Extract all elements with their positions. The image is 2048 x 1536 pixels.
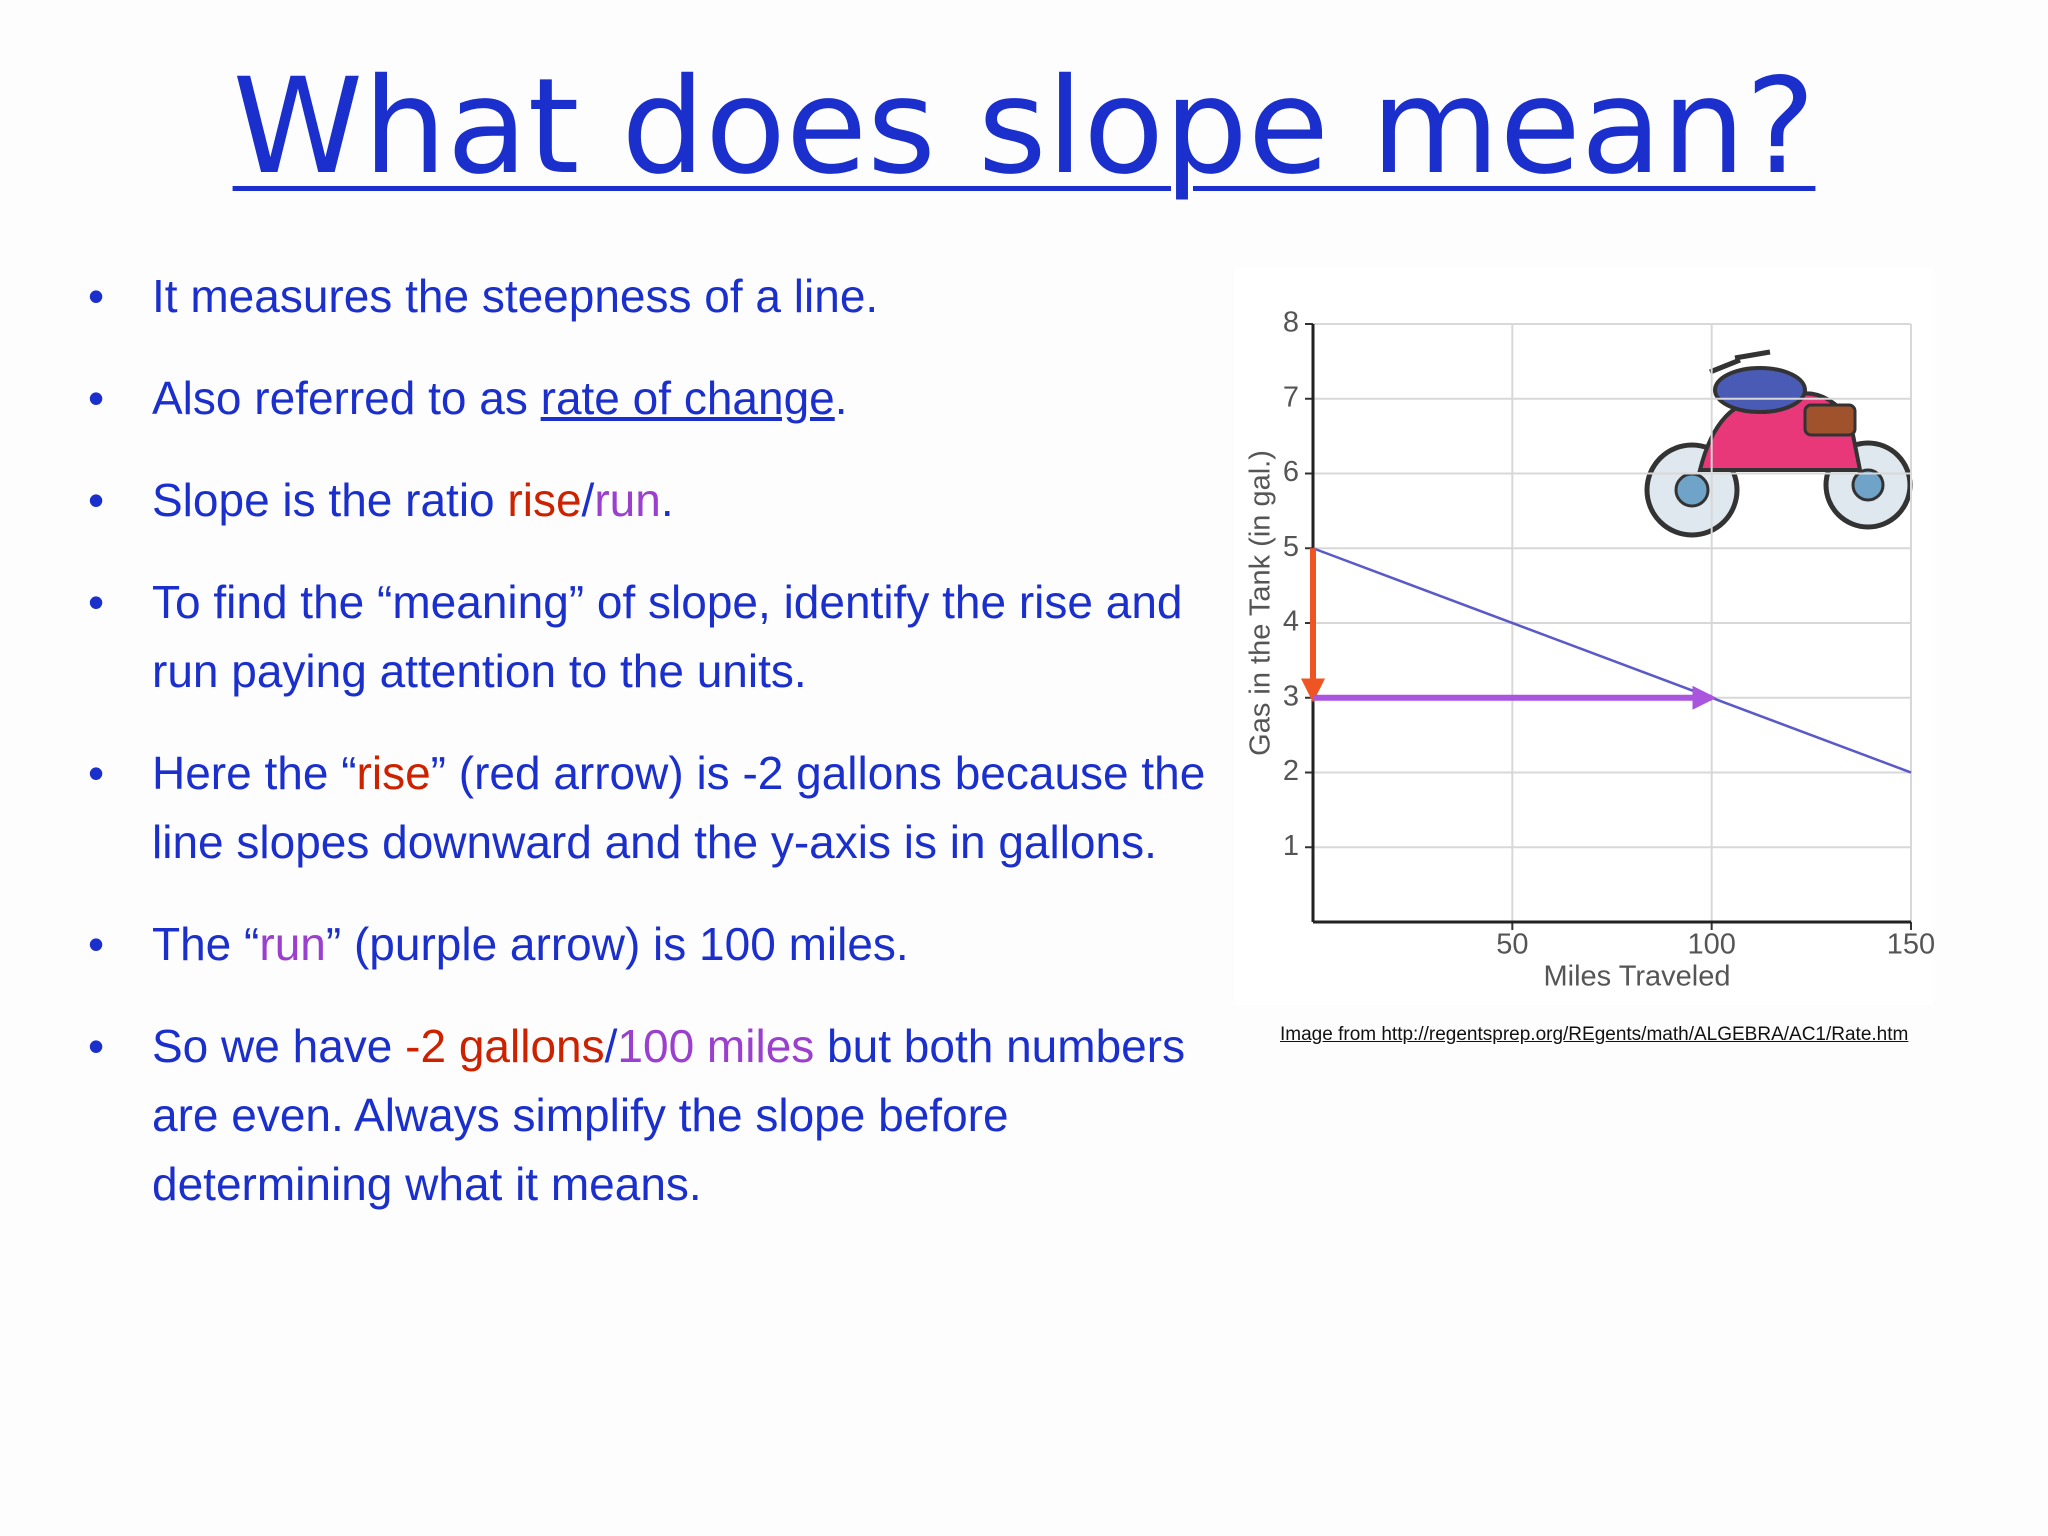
bullet-text: . — [834, 372, 848, 424]
bullet-list: It measures the steepness of a line. Also… — [88, 262, 1212, 1252]
bullet-text: It measures the steepness of a line. — [152, 270, 879, 322]
bullet-text: run — [259, 918, 326, 970]
bullet-text: Here the “ — [152, 747, 357, 799]
x-tick-label: 50 — [1496, 929, 1528, 961]
bullet-text: rise — [356, 747, 431, 799]
bullet: So we have -2 gallons/100 miles but both… — [88, 1012, 1212, 1219]
bullet-text: but both numbers are even. Always simpli… — [152, 1020, 1186, 1210]
slide-title: What does slope mean? — [0, 50, 2048, 204]
bullet-text: 100 miles — [617, 1020, 815, 1072]
bullet-text: rate of change — [540, 372, 835, 424]
y-axis-label: Gas in the Tank (in gal.) — [1245, 450, 1277, 756]
bullet: Also referred to as rate of change. — [88, 364, 1212, 433]
y-tick-label: 4 — [1283, 606, 1299, 638]
data-line — [1312, 547, 1912, 774]
bullet-text: / — [604, 1020, 618, 1072]
bullet-text: The “ — [152, 918, 260, 970]
y-tick-label: 3 — [1283, 680, 1299, 712]
y-tick-label: 2 — [1283, 755, 1299, 787]
bullet-text: rise — [507, 474, 582, 526]
y-tick-label: 8 — [1283, 307, 1299, 339]
x-axis-label: Miles Traveled — [1544, 961, 1731, 993]
bullet-text: ” (red arrow) is -2 gallons because the … — [152, 747, 1206, 868]
image-credit: Image from http://regentsprep.org/REgent… — [1280, 1024, 1909, 1045]
bullet-text: Also referred to as — [152, 372, 541, 424]
slide-title-text: What does slope mean? — [232, 50, 1816, 204]
bullet: The “run” (purple arrow) is 100 miles. — [88, 910, 1212, 979]
bullet: To find the “meaning” of slope, identify… — [88, 568, 1212, 706]
y-tick-label: 6 — [1283, 456, 1299, 488]
bullet: It measures the steepness of a line. — [88, 262, 1212, 331]
y-tick-label: 7 — [1283, 381, 1299, 413]
bullet-text: Slope is the ratio — [152, 474, 508, 526]
bullet-text: / — [581, 474, 595, 526]
x-tick-label: 150 — [1887, 929, 1935, 961]
bullet-text: ” (purple arrow) is 100 miles. — [325, 918, 909, 970]
bullet-text: To find the “meaning” of slope, identify… — [152, 576, 1183, 697]
bullet: Here the “rise” (red arrow) is -2 gallon… — [88, 739, 1212, 877]
bullet-text: So we have — [152, 1020, 406, 1072]
x-tick-label: 100 — [1687, 929, 1735, 961]
bullet-text: -2 gallons — [405, 1020, 605, 1072]
bullet-text: run — [594, 474, 661, 526]
y-tick-label: 5 — [1283, 531, 1299, 563]
bullet-text: . — [660, 474, 674, 526]
y-tick-label: 1 — [1283, 830, 1299, 862]
chart-background — [1234, 268, 1933, 1005]
bullet: Slope is the ratio rise/run. — [88, 466, 1212, 535]
